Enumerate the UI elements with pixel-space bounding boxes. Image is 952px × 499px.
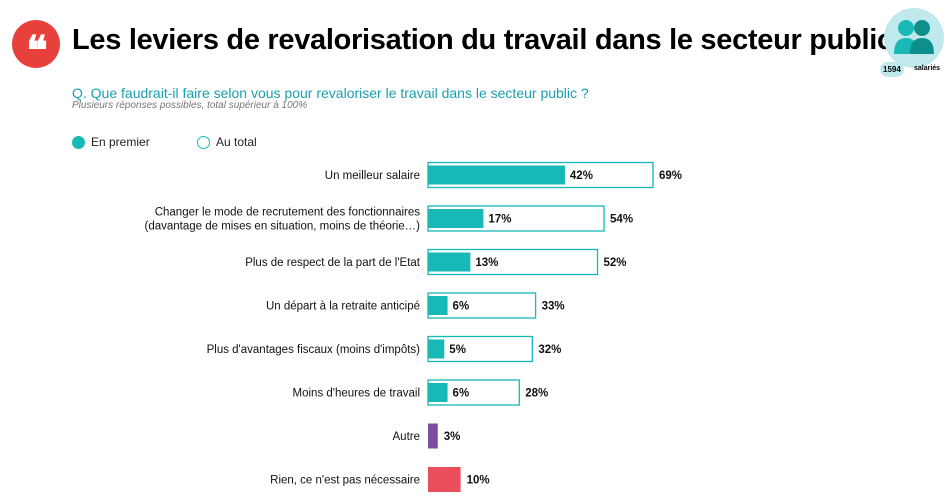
category-label: Un meilleur salaire [325,170,420,182]
value-label-first: 6% [453,301,470,313]
category-label: Autre [393,431,421,443]
bar-first [428,165,565,185]
category-label: Changer le mode de recrutement des fonct… [144,207,420,233]
value-label-total: 33% [542,301,565,313]
value-label-first: 6% [453,388,470,400]
value-label-first: 5% [449,344,466,356]
sample-label: salariés [914,65,941,72]
category-label: Un départ à la retraite anticipé [266,301,420,313]
value-label-first: 42% [570,170,593,182]
bar-total [428,423,438,449]
legend-filled-swatch [72,135,85,149]
legend-outline-swatch [197,135,210,149]
bar-total [427,335,533,363]
value-label-first: 17% [488,214,511,226]
quote-logo: ❝ [12,20,60,74]
value-label-total: 52% [604,257,627,269]
category-label: Plus d'avantages fiscaux (moins d'impôts… [207,344,421,356]
legend-total-label: Au total [216,135,257,149]
sample-badge: 1594 salariés [880,8,944,78]
value-label-total: 54% [610,214,633,226]
sample-size: 1594 [880,62,904,77]
bar-first [428,296,448,315]
note-text: Plusieurs réponses possibles, total supé… [72,100,308,111]
legend-first-label: En premier [91,135,150,149]
value-label-total: 69% [659,170,682,182]
value-label-total: 10% [467,475,490,487]
value-label-first: 13% [475,257,498,269]
bar-first [428,383,448,402]
quote-icon: ❝ [26,27,47,74]
people-icon [884,8,944,68]
question-text: Q. Que faudrait-il faire selon vous pour… [72,85,589,101]
page-title: Les leviers de revalorisation du travail… [72,24,893,56]
category-label: Rien, ce n'est pas nécessaire [270,475,420,487]
value-label-total: 28% [525,388,548,400]
bar-first [428,252,471,272]
value-label-total: 32% [538,344,561,356]
category-label: Moins d'heures de travail [293,388,420,400]
category-label: Plus de respect de la part de l'Etat [245,257,421,269]
bar-first [428,209,484,228]
bar-total [428,467,461,492]
value-label-total: 3% [444,431,461,443]
legend-first: En premier [72,135,150,149]
bar-first [428,339,445,359]
legend-total: Au total [197,135,257,149]
